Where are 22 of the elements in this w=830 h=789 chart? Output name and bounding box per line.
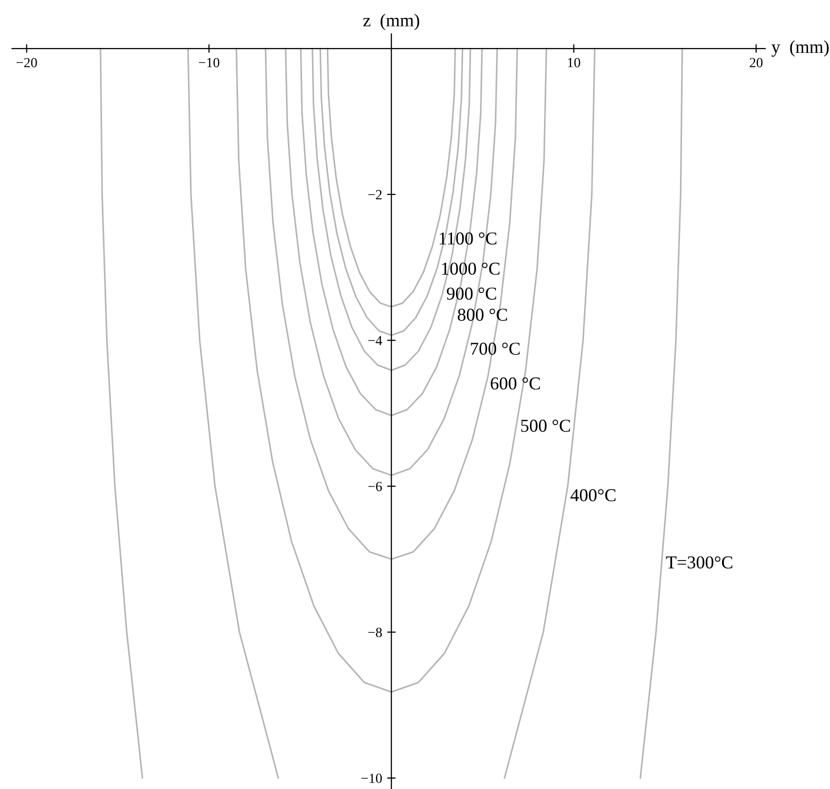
series-label: 700 °C [470, 342, 520, 355]
y-tick-label: −4 [368, 336, 382, 346]
series-label: 600 °C [490, 377, 540, 390]
y-tick-label: −6 [368, 482, 382, 492]
x-axis-title: y (mm) [772, 40, 829, 57]
line-series [236, 48, 548, 693]
series-label: 1000 °C [442, 262, 500, 275]
series-label: 500 °C [521, 420, 570, 432]
y-tick-label: −2 [368, 190, 382, 200]
series-label: 800 °C [458, 308, 507, 321]
x-tick-label: −10 [198, 58, 220, 68]
series-label: 1100 °C [440, 232, 496, 245]
series-label: T=300°C [666, 556, 732, 569]
series-label: 400°C [570, 489, 616, 502]
x-tick-label: 10 [568, 58, 580, 68]
y-tick-label: −10 [361, 774, 382, 784]
y-tick-label: −8 [368, 628, 382, 638]
line-series [264, 48, 518, 560]
y-axis-title: z (mm) [363, 14, 420, 30]
x-tick-label: 20 [750, 58, 763, 68]
x-tick-label: −20 [16, 58, 37, 68]
series-label: 900 °C [446, 288, 496, 300]
